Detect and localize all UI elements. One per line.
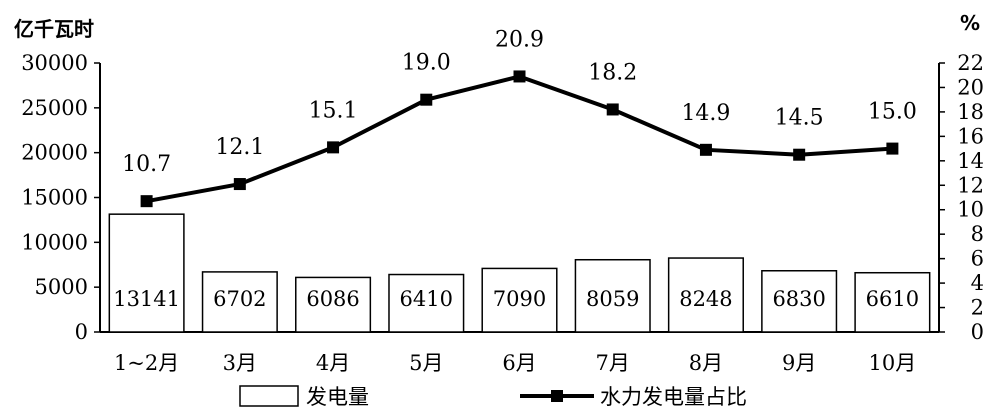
left-tick-label: 20000 xyxy=(21,141,88,165)
line-value-label: 15.1 xyxy=(309,98,358,123)
right-tick-label: 0 xyxy=(971,320,984,344)
line-marker xyxy=(327,141,340,154)
line-marker xyxy=(140,195,153,208)
line-value-label: 10.7 xyxy=(122,152,171,177)
category-label: 3月 xyxy=(223,351,257,375)
category-label: 1~2月 xyxy=(114,351,179,375)
bar xyxy=(388,273,465,333)
line-value-label: 20.9 xyxy=(495,27,544,52)
right-tick-label: 8 xyxy=(971,222,984,246)
line-marker xyxy=(233,178,246,191)
line-value-label: 18.2 xyxy=(588,60,637,85)
left-tick-label: 30000 xyxy=(21,51,88,75)
line-marker xyxy=(606,103,619,116)
bar-value-label: 8059 xyxy=(586,287,639,311)
category-label: 10月 xyxy=(869,351,917,375)
category-label: 6月 xyxy=(502,351,536,375)
left-tick-label: 0 xyxy=(75,320,88,344)
bar-value-label: 13141 xyxy=(113,287,180,311)
left-tick-label: 25000 xyxy=(21,96,88,120)
line-value-label: 14.5 xyxy=(775,106,824,131)
category-label: 5月 xyxy=(409,351,443,375)
line-marker xyxy=(793,148,806,161)
right-tick-label: 6 xyxy=(971,247,984,271)
left-tick-label: 5000 xyxy=(35,275,88,299)
line-marker xyxy=(886,142,899,155)
bar xyxy=(761,270,838,333)
left-tick-label: 15000 xyxy=(21,186,88,210)
category-label: 8月 xyxy=(689,351,723,375)
category-labels: 1~2月 3月 4月 5月 6月 7月 8月 9月 10月 xyxy=(114,351,916,375)
bar xyxy=(201,271,278,333)
line-marker xyxy=(513,70,526,83)
line-marker xyxy=(420,93,433,106)
bar xyxy=(854,271,931,333)
right-tick-label: 12 xyxy=(957,173,984,197)
legend-line-marker xyxy=(551,390,563,402)
line-value-label: 19.0 xyxy=(402,51,451,76)
left-axis-unit: 亿千瓦时 xyxy=(14,17,94,41)
legend: 发电量 水力发电量占比 xyxy=(239,385,747,409)
category-label: 4月 xyxy=(316,351,350,375)
right-tick-label: 18 xyxy=(957,100,984,124)
bar xyxy=(574,258,651,333)
bar xyxy=(667,257,744,333)
bar-value-label: 6610 xyxy=(866,287,919,311)
category-label: 7月 xyxy=(596,351,630,375)
bar-value-label: 7090 xyxy=(493,287,546,311)
bar-value-label: 6410 xyxy=(400,287,453,311)
legend-line-label: 水力发电量占比 xyxy=(600,385,747,409)
right-tick-label: 20 xyxy=(957,75,984,99)
bar-value-label: 6086 xyxy=(306,287,359,311)
line-series: 10.7 12.1 15.1 19.0 20.9 18.2 14.9 14.5 15.0 xyxy=(122,27,917,208)
right-tick-label: 2 xyxy=(971,296,984,320)
line-value-label: 14.9 xyxy=(681,101,730,126)
right-tick-label: 10 xyxy=(957,198,984,222)
line-marker xyxy=(699,143,712,156)
line-value-label: 12.1 xyxy=(215,135,264,160)
bar-value-label: 6830 xyxy=(772,287,825,311)
right-tick-label: 4 xyxy=(971,271,984,295)
right-tick-label: 14 xyxy=(957,149,984,173)
bar xyxy=(108,213,185,333)
bar-value-label: 6702 xyxy=(213,287,266,311)
right-tick-label: 22 xyxy=(957,51,984,75)
bar-value-label: 8248 xyxy=(679,287,732,311)
legend-bar-swatch xyxy=(239,385,299,407)
right-axis-unit: % xyxy=(960,11,980,35)
right-tick-label: 16 xyxy=(957,124,984,148)
bar xyxy=(481,267,558,333)
bar-series: 13141 6702 6086 6410 7090 8059 8248 6830 6610 xyxy=(108,213,931,333)
left-tick-label: 10000 xyxy=(21,230,88,254)
bar xyxy=(295,276,372,333)
line-value-label: 15.0 xyxy=(868,100,917,125)
left-axis-ticks: 0 5000 10000 15000 20000 25000 30000 xyxy=(21,51,100,344)
category-label: 9月 xyxy=(782,351,816,375)
legend-bar-label: 发电量 xyxy=(306,385,369,409)
